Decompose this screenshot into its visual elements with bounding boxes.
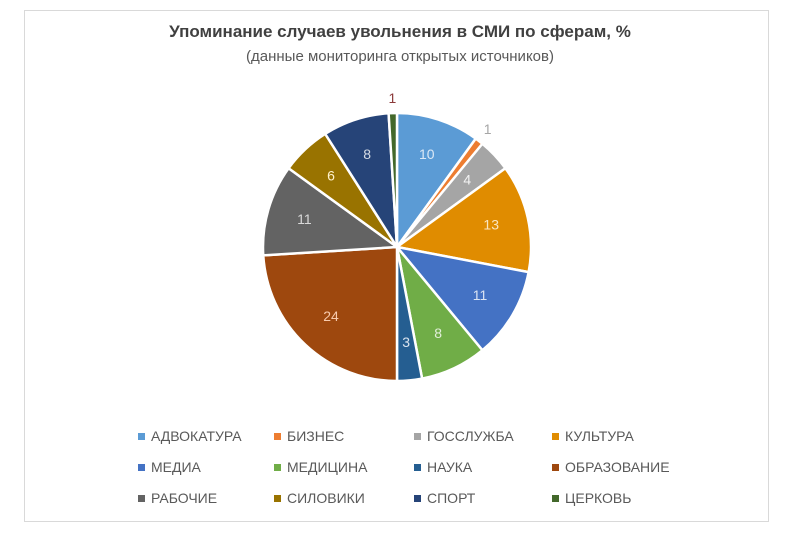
legend-label: ГОССЛУЖБА (427, 428, 514, 444)
legend-marker (138, 432, 145, 440)
legend-marker (138, 494, 145, 502)
slice-value-label: 13 (483, 217, 499, 233)
slice-value-label: 1 (389, 90, 397, 106)
legend-label: ЦЕРКОВЬ (565, 490, 632, 506)
legend-marker (414, 432, 421, 440)
chart-subtitle: (данные мониторинга открытых источников) (246, 48, 554, 65)
pie-slice-12 (387, 111, 399, 249)
legend-label: МЕДИА (151, 459, 201, 475)
legend-item-biznes: БИЗНЕС (274, 428, 344, 444)
legend-marker (552, 432, 559, 440)
legend-marker (138, 463, 145, 471)
legend-label: АДВОКАТУРА (151, 428, 242, 444)
legend-marker (274, 463, 281, 471)
legend-item-sport: СПОРТ (414, 490, 475, 506)
legend-item-media: МЕДИА (138, 459, 201, 475)
legend-item-tserkov: ЦЕРКОВЬ (552, 490, 631, 506)
legend-label: СПОРТ (427, 490, 476, 506)
pie-slice-8 (262, 245, 399, 383)
slice-value-label: 1 (484, 121, 492, 137)
legend-label: СИЛОВИКИ (287, 490, 365, 506)
legend-label: НАУКА (427, 459, 473, 475)
slice-value-label: 3 (402, 334, 410, 350)
slice-value-label: 4 (463, 172, 471, 188)
legend-marker (552, 494, 559, 502)
legend-marker (414, 494, 421, 502)
legend-item-obrazovanie: ОБРАЗОВАНИЕ (552, 459, 670, 475)
legend-item-rabochie: РАБОЧИЕ (138, 490, 217, 506)
legend-item-gossluzhba: ГОССЛУЖБА (414, 428, 514, 444)
chart-title: Упоминание случаев увольнения в СМИ по с… (169, 22, 631, 41)
pie-slice-5 (395, 245, 530, 352)
legend-label: БИЗНЕС (287, 428, 345, 444)
slice-value-label: 6 (327, 167, 335, 183)
legend-marker (414, 463, 421, 471)
legend-label: РАБОЧИЕ (151, 490, 218, 506)
legend-label: КУЛЬТУРА (565, 428, 634, 444)
pie-slice-1 (395, 111, 478, 249)
slice-value-label: 11 (297, 211, 312, 227)
legend-item-advokatura: АДВОКАТУРА (138, 428, 242, 444)
slice-value-label: 8 (434, 325, 442, 341)
legend-marker (274, 432, 281, 440)
pie-slice-9 (261, 166, 399, 257)
pie-chart: 10 1 4 13 11 8 3 24 11 6 8 1 (261, 90, 533, 383)
slice-value-label: 8 (363, 146, 371, 162)
slice-value-label: 24 (323, 308, 339, 324)
slice-value-label: 11 (473, 287, 488, 303)
pie-slice-4 (395, 166, 533, 274)
legend-marker (552, 463, 559, 471)
legend-marker (274, 494, 281, 502)
legend-item-siloviki: СИЛОВИКИ (274, 490, 365, 506)
legend-item-meditsina: МЕДИЦИНА (274, 459, 367, 475)
legend-item-nauka: НАУКА (414, 459, 472, 475)
legend-label: МЕДИЦИНА (287, 459, 368, 475)
legend-label: ОБРАЗОВАНИЕ (565, 459, 670, 475)
legend-item-kultura: КУЛЬТУРА (552, 428, 634, 444)
slice-value-label: 10 (419, 146, 435, 162)
